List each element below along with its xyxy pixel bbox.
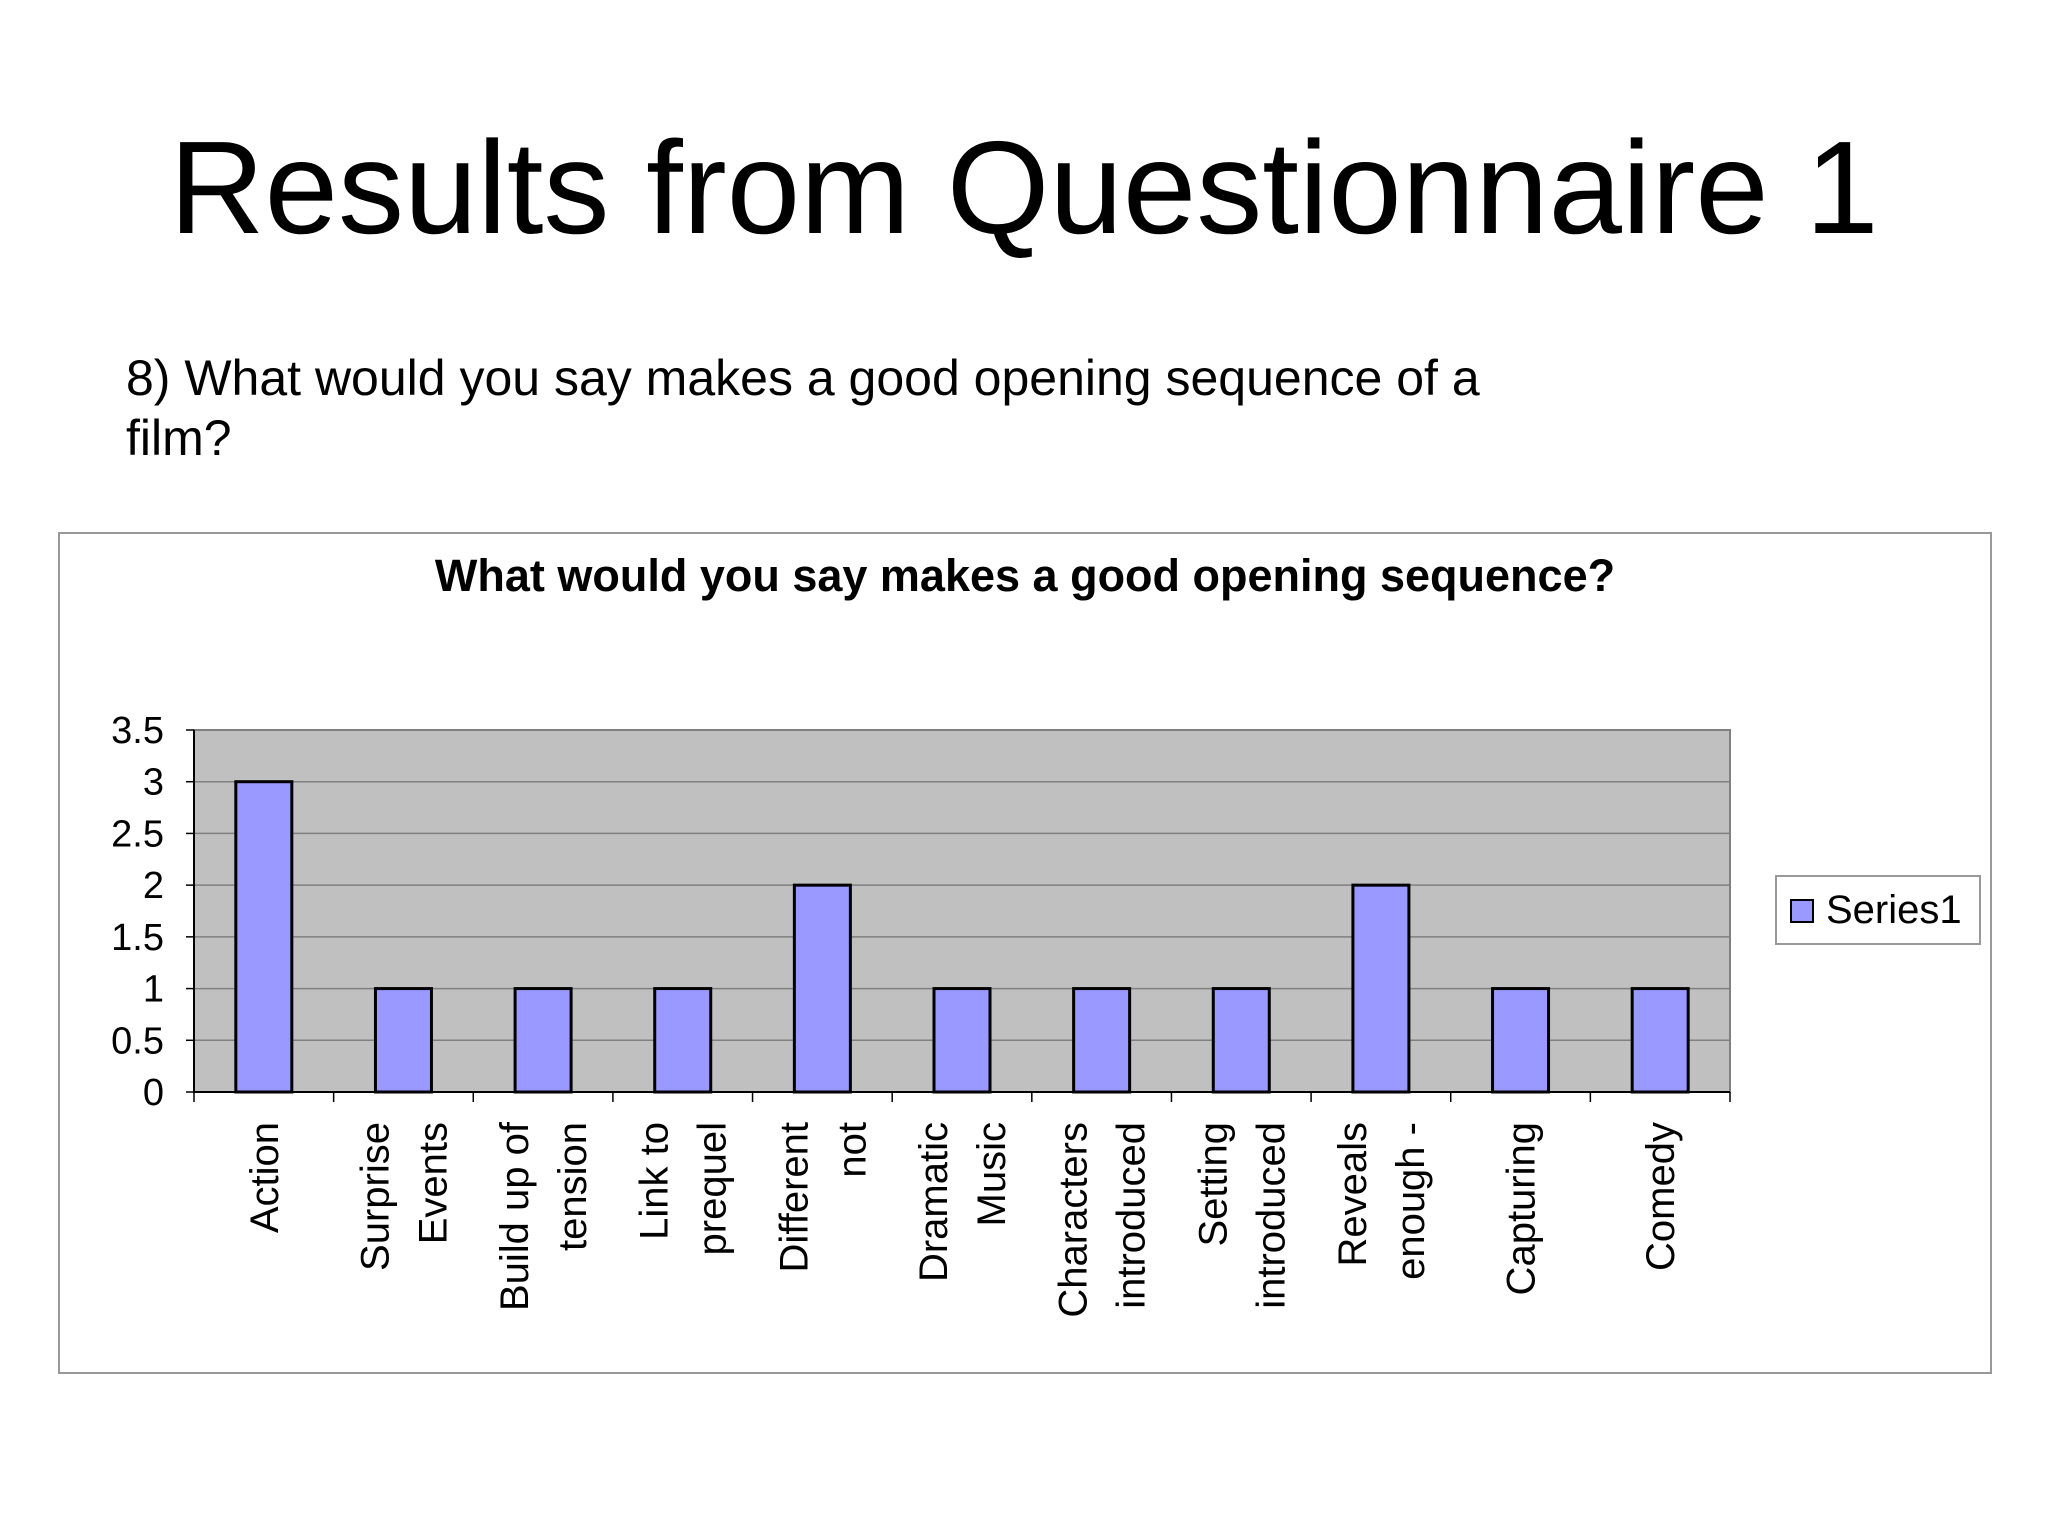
x-category-label-line: enough -: [1389, 1122, 1433, 1280]
y-tick-label: 2.5: [111, 813, 164, 855]
bar: [1211, 987, 1271, 1094]
x-category-label: Characters introduced: [1052, 1122, 1154, 1318]
y-tick-label: 3.5: [111, 710, 164, 752]
bar: [1072, 987, 1132, 1094]
x-category-label: Different not: [772, 1122, 874, 1272]
x-category-label-line: Reveals: [1331, 1122, 1375, 1267]
x-category-label-line: Comedy: [1639, 1122, 1683, 1271]
x-category-label-line: Characters: [1052, 1122, 1096, 1318]
y-tick-label: 0: [143, 1072, 164, 1114]
bar-chart: What would you say makes a good opening …: [111, 550, 1981, 1318]
x-category-label: Surprise Events: [353, 1122, 455, 1271]
bar: [792, 883, 852, 1094]
x-category-label-line: introduced: [1110, 1122, 1154, 1309]
legend-label: Series1: [1826, 888, 1962, 932]
slide-title: Results from Questionnaire 1: [169, 114, 1879, 261]
x-category-label-line: Build up of: [493, 1121, 537, 1311]
bar: [1351, 883, 1411, 1094]
legend-swatch: [1790, 899, 1814, 923]
bar: [932, 987, 992, 1094]
x-category-label-line: Dramatic: [912, 1122, 956, 1282]
x-category-label-line: Link to: [633, 1122, 677, 1240]
x-category-label-line: not: [830, 1122, 874, 1178]
bar: [653, 987, 713, 1094]
y-tick-label: 1.5: [111, 917, 164, 959]
bar: [373, 987, 433, 1094]
chart-marks: Action Surprise Events Build up of tension Li…: [234, 780, 1690, 1318]
y-tick-label: 1: [143, 969, 164, 1011]
x-category-label-line: Capturing: [1500, 1122, 1544, 1295]
x-category-label-line: introduced: [1249, 1122, 1293, 1309]
x-category-label-line: Setting: [1191, 1122, 1235, 1247]
x-category-label-line: Music: [970, 1122, 1014, 1226]
x-category-label: Capturing: [1500, 1122, 1544, 1295]
x-category-label-line: Action: [243, 1122, 287, 1233]
x-category-label: Build up of tension: [493, 1121, 595, 1311]
question-text: 8) What would you say makes a good openi…: [126, 348, 1626, 468]
x-category-label: Setting introduced: [1191, 1122, 1293, 1309]
y-tick-label: 0.5: [111, 1020, 164, 1062]
bar: [1630, 987, 1690, 1094]
question-line-1: 8) What would you say makes a good openi…: [126, 350, 1480, 406]
chart-title: What would you say makes a good opening …: [435, 550, 1615, 601]
chart-legend: Series1: [1775, 875, 1981, 945]
x-category-label: Dramatic Music: [912, 1122, 1014, 1282]
y-tick-label: 2: [143, 865, 164, 907]
x-category-label: Action: [243, 1122, 287, 1233]
bar: [513, 987, 573, 1094]
x-category-label-line: Different: [772, 1122, 816, 1272]
question-line-2: film?: [126, 410, 232, 466]
x-category-label-line: tension: [551, 1122, 595, 1251]
x-category-label: Comedy: [1639, 1122, 1683, 1271]
plot-area: 0 0.5 1 1.5 2 2.5 3 3.5: [111, 710, 1731, 1114]
y-tick-label: 3: [143, 762, 164, 804]
x-category-label-line: Surprise: [353, 1122, 397, 1271]
x-category-label: Link to prequel: [633, 1122, 735, 1255]
bar: [234, 780, 294, 1094]
x-category-label-line: Events: [411, 1122, 455, 1244]
x-category-label-line: prequel: [691, 1122, 735, 1255]
chart-frame: What would you say makes a good opening …: [58, 532, 1992, 1374]
bar: [1491, 987, 1551, 1094]
x-category-label: Reveals enough -: [1331, 1122, 1433, 1280]
